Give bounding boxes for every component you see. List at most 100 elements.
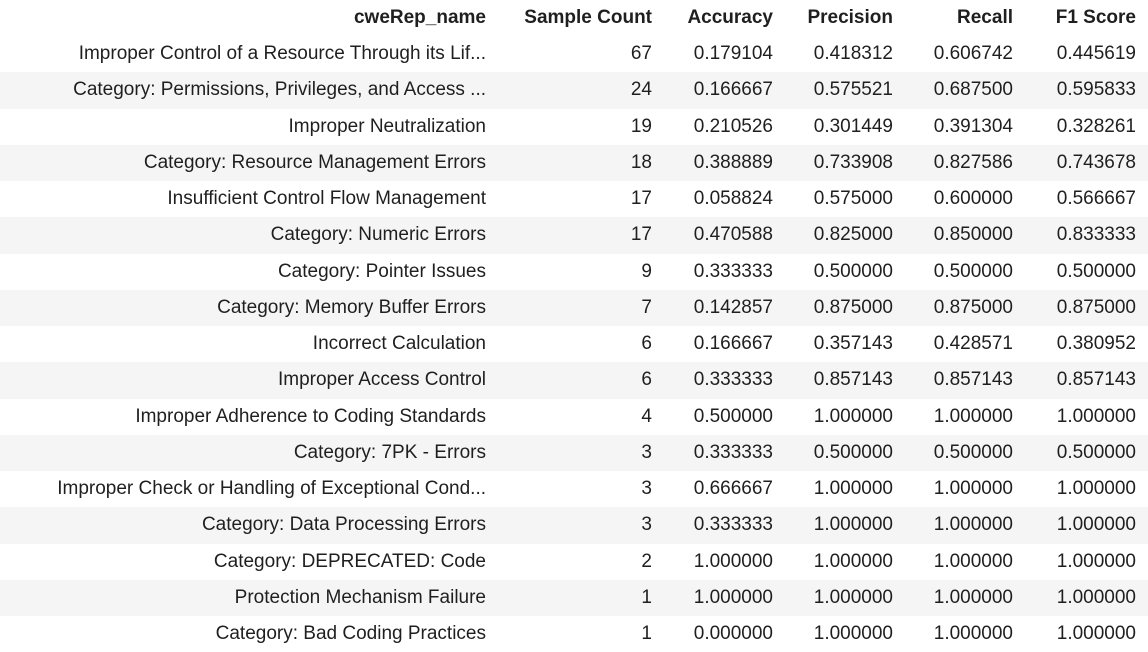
cell-precision: 0.825000 [813, 224, 893, 246]
cell-accuracy: 0.333333 [693, 441, 773, 463]
cell-cwe-name: Category: Bad Coding Practices [215, 623, 486, 645]
cell-accuracy: 0.470588 [693, 224, 773, 246]
cell-f1-score: 0.380952 [1056, 333, 1136, 355]
cell-recall: 0.391304 [933, 115, 1013, 137]
cell-recall: 0.687500 [933, 79, 1013, 101]
table-row: Category: Permissions, Privileges, and A… [0, 72, 1148, 109]
cell-recall: 0.606742 [933, 43, 1013, 65]
cell-precision: 1.000000 [813, 405, 893, 427]
cell-sample-count: 24 [630, 79, 652, 101]
cell-accuracy: 0.058824 [693, 188, 773, 210]
cell-precision: 1.000000 [813, 623, 893, 645]
cell-sample-count: 3 [641, 514, 652, 536]
cell-accuracy: 0.388889 [693, 151, 773, 173]
cell-precision: 0.857143 [813, 369, 893, 391]
cell-cwe-name: Category: Resource Management Errors [143, 151, 486, 173]
cell-f1-score: 1.000000 [1056, 478, 1136, 500]
table-row: Improper Neutralization 19 0.210526 0.30144… [0, 108, 1148, 145]
table-row: Category: Bad Coding Practices 1 0.000000 1… [0, 616, 1148, 652]
cell-recall: 1.000000 [933, 550, 1013, 572]
cell-cwe-name: Improper Neutralization [288, 115, 486, 137]
cell-sample-count: 17 [630, 224, 652, 246]
cell-precision: 1.000000 [813, 550, 893, 572]
cell-cwe-name: Category: Pointer Issues [277, 260, 486, 282]
cell-accuracy: 0.166667 [693, 79, 773, 101]
cell-cwe-name: Incorrect Calculation [312, 333, 486, 355]
header-f1-score: F1 Score [1055, 7, 1136, 28]
table-row: Category: Resource Management Errors 18 0.… [0, 144, 1148, 181]
cell-accuracy: 0.333333 [693, 369, 773, 391]
cell-accuracy: 0.179104 [693, 43, 773, 65]
cell-f1-score: 0.833333 [1056, 224, 1136, 246]
table-row: Category: Memory Buffer Errors 7 0.142857 0… [0, 289, 1148, 326]
cell-sample-count: 1 [641, 586, 652, 608]
cell-accuracy: 0.210526 [693, 115, 773, 137]
cell-recall: 0.857143 [933, 369, 1013, 391]
cell-accuracy: 1.000000 [693, 550, 773, 572]
table-row: Category: Pointer Issues 9 0.333333 0.50000… [0, 253, 1148, 290]
cell-f1-score: 0.875000 [1056, 296, 1136, 318]
cell-sample-count: 7 [641, 296, 652, 318]
cell-precision: 0.301449 [813, 115, 893, 137]
table-row: Improper Adherence to Coding Standards 4 0… [0, 398, 1148, 435]
cell-accuracy: 1.000000 [693, 586, 773, 608]
cell-recall: 0.827586 [933, 151, 1013, 173]
cell-sample-count: 3 [641, 441, 652, 463]
header-cweRep-name: cweRep_name [353, 7, 486, 28]
cell-sample-count: 17 [630, 188, 652, 210]
cell-recall: 0.875000 [933, 296, 1013, 318]
cell-cwe-name: Category: 7PK - Errors [293, 441, 486, 463]
cell-f1-score: 1.000000 [1056, 550, 1136, 572]
table-row: Incorrect Calculation 6 0.166667 0.357143 0.… [0, 326, 1148, 363]
table-body: Improper Control of a Resource Through i… [0, 36, 1148, 652]
cell-f1-score: 0.328261 [1056, 115, 1136, 137]
cell-sample-count: 6 [641, 333, 652, 355]
cell-f1-score: 0.857143 [1056, 369, 1136, 391]
cell-sample-count: 3 [641, 478, 652, 500]
cell-cwe-name: Improper Access Control [277, 369, 486, 391]
cell-f1-score: 0.500000 [1056, 441, 1136, 463]
cell-accuracy: 0.500000 [693, 405, 773, 427]
cell-f1-score: 1.000000 [1056, 586, 1136, 608]
cell-f1-score: 0.445619 [1056, 43, 1136, 65]
cell-precision: 0.733908 [813, 151, 893, 173]
cell-cwe-name: Category: Permissions, Privileges, and A… [73, 79, 486, 101]
header-sample-count: Sample Count [524, 7, 652, 28]
cell-f1-score: 1.000000 [1056, 623, 1136, 645]
cell-cwe-name: Improper Check or Handling of Exceptiona… [57, 478, 486, 500]
cell-sample-count: 6 [641, 369, 652, 391]
cell-sample-count: 1 [641, 623, 652, 645]
header-precision: Precision [807, 7, 893, 28]
cell-recall: 1.000000 [933, 478, 1013, 500]
cell-precision: 0.500000 [813, 441, 893, 463]
cell-sample-count: 18 [630, 151, 652, 173]
cell-recall: 1.000000 [933, 405, 1013, 427]
cell-precision: 1.000000 [813, 478, 893, 500]
table-row: Category: DEPRECATED: Code 2 1.000000 1.000… [0, 543, 1148, 580]
cell-f1-score: 0.500000 [1056, 260, 1136, 282]
table-row: Improper Check or Handling of Exceptiona… [0, 471, 1148, 508]
cell-f1-score: 0.743678 [1056, 151, 1136, 173]
cell-recall: 0.428571 [933, 333, 1013, 355]
table-row: Improper Access Control 6 0.333333 0.857143… [0, 362, 1148, 399]
cell-accuracy: 0.333333 [693, 260, 773, 282]
cell-accuracy: 0.000000 [693, 623, 773, 645]
cell-recall: 0.500000 [933, 260, 1013, 282]
table-row: Insufficient Control Flow Management 17 0.… [0, 181, 1148, 218]
cell-cwe-name: Category: Numeric Errors [270, 224, 486, 246]
table-row: Category: 7PK - Errors 3 0.333333 0.500000 0… [0, 434, 1148, 471]
cell-sample-count: 2 [641, 550, 652, 572]
cell-cwe-name: Improper Adherence to Coding Standards [135, 405, 486, 427]
cell-precision: 0.875000 [813, 296, 893, 318]
cell-recall: 0.500000 [933, 441, 1013, 463]
cell-recall: 1.000000 [933, 514, 1013, 536]
cell-cwe-name: Category: DEPRECATED: Code [213, 550, 486, 572]
cell-sample-count: 4 [641, 405, 652, 427]
cell-cwe-name: Protection Mechanism Failure [234, 586, 486, 608]
cell-accuracy: 0.166667 [693, 333, 773, 355]
cell-precision: 0.575521 [813, 79, 893, 101]
cell-recall: 0.600000 [933, 188, 1013, 210]
table-row: Improper Control of a Resource Through i… [0, 36, 1148, 73]
cell-recall: 1.000000 [933, 623, 1013, 645]
